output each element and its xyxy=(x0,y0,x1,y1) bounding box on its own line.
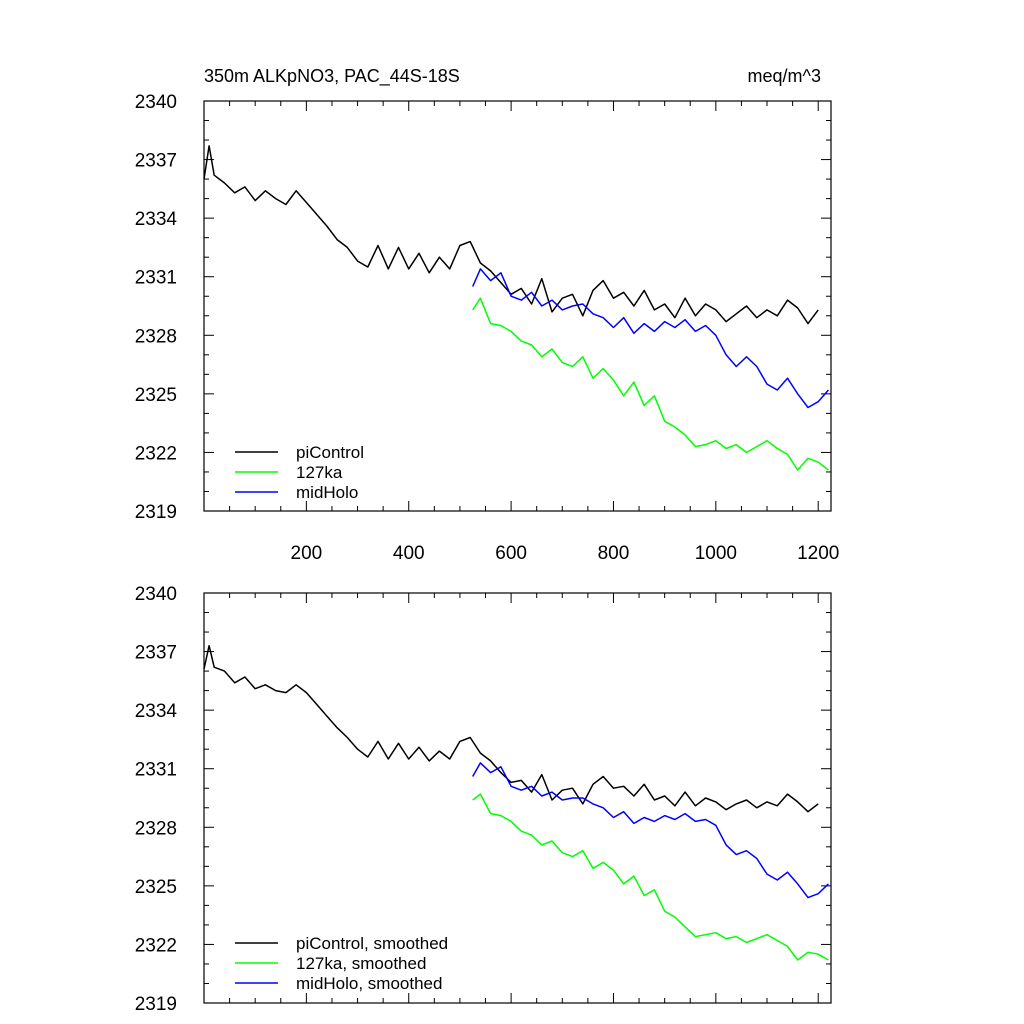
y-tick-label: 2319 xyxy=(135,502,177,523)
y-tick-label: 2337 xyxy=(135,643,177,664)
series-line-1 xyxy=(472,793,829,961)
y-tick-label: 2325 xyxy=(135,385,177,406)
x-tick-label: 1200 xyxy=(797,543,839,564)
legend-label: 127ka xyxy=(296,463,343,482)
series-line-2 xyxy=(472,268,829,409)
y-tick-label: 2319 xyxy=(135,994,177,1015)
x-tick-label: 200 xyxy=(291,543,323,564)
series-line-1 xyxy=(472,297,829,471)
bottom-panel: 2319 2322 2325 2328 2331 2334 2337 2340 piContro… xyxy=(135,584,832,1015)
x-tick-label: 1000 xyxy=(695,543,737,564)
legend-label: midHolo xyxy=(296,483,358,502)
legend-label: midHolo, smoothed xyxy=(296,974,442,993)
y-tick-label: 2325 xyxy=(135,877,177,898)
y-tick-label: 2334 xyxy=(135,701,178,722)
plot-frame xyxy=(203,100,832,512)
series-line-2 xyxy=(472,762,829,899)
top-panel: 200 400 600 800 1000 1200 2319 2322 2325 2328 2331… xyxy=(135,92,840,564)
legend-label: 127ka, smoothed xyxy=(296,954,426,973)
y-tick-label: 2331 xyxy=(135,268,177,289)
y-tick-label: 2322 xyxy=(135,935,177,956)
y-tick-label: 2322 xyxy=(135,443,177,464)
legend-label: piControl, smoothed xyxy=(296,934,448,953)
x-tick-label: 600 xyxy=(495,543,527,564)
x-tick-label: 400 xyxy=(393,543,425,564)
series-line-0 xyxy=(203,145,819,325)
y-tick-label: 2331 xyxy=(135,760,177,781)
units-label: meq/m^3 xyxy=(748,66,821,86)
y-tick-label: 2340 xyxy=(135,92,177,113)
y-tick-label: 2334 xyxy=(135,209,178,230)
y-tick-label: 2340 xyxy=(135,584,177,605)
chart-title: 350m ALKpNO3, PAC_44S-18S xyxy=(204,66,460,87)
plot-frame xyxy=(203,592,832,1004)
y-tick-label: 2328 xyxy=(135,326,177,347)
x-tick-label: 800 xyxy=(598,543,630,564)
legend-label: piControl xyxy=(296,443,364,462)
y-tick-label: 2328 xyxy=(135,818,177,839)
y-tick-label: 2337 xyxy=(135,151,177,172)
